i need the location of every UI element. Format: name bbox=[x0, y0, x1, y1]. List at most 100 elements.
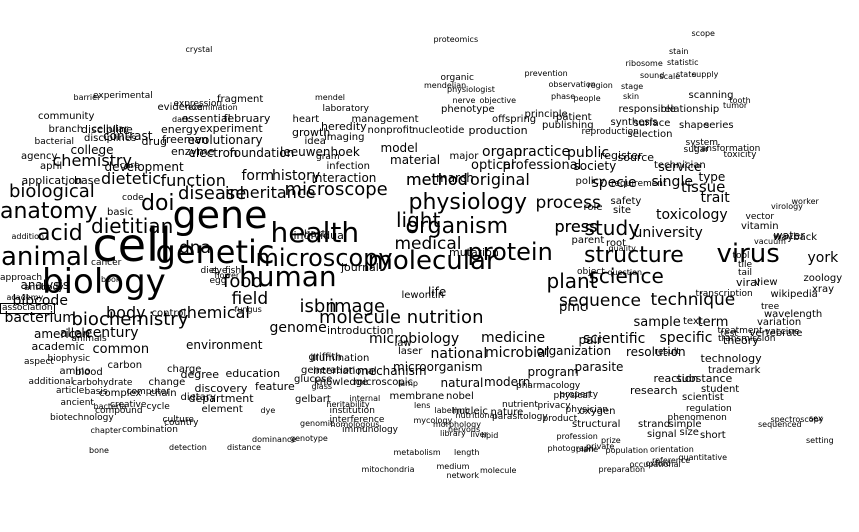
word-policy: policy bbox=[576, 177, 605, 187]
word-prize: prize bbox=[601, 437, 621, 445]
word-genome: genome bbox=[270, 321, 327, 335]
word-statistic: statistic bbox=[667, 59, 699, 67]
word-molecule: molecule bbox=[480, 467, 516, 475]
word-role: role bbox=[584, 203, 603, 213]
word-control: control bbox=[152, 309, 187, 319]
word-law: law bbox=[395, 339, 412, 349]
word-scanning: scanning bbox=[689, 91, 734, 101]
word-aspect: aspect bbox=[24, 358, 54, 367]
word-objective: objective bbox=[480, 97, 517, 105]
word-vacuum: vacuum bbox=[754, 238, 786, 246]
word-fish: fish bbox=[225, 267, 241, 276]
word-biotechnology: biotechnology bbox=[50, 414, 114, 423]
word-size: size bbox=[680, 428, 699, 438]
word-worker: worker bbox=[792, 198, 819, 206]
word-energy: energy bbox=[161, 124, 199, 135]
word-network: network bbox=[447, 472, 480, 480]
word-prevention: prevention bbox=[525, 70, 568, 78]
word-crystal: crystal bbox=[186, 46, 213, 54]
word-tail: tail bbox=[738, 269, 752, 278]
word-approach: approach bbox=[0, 274, 42, 283]
word-ribosome: ribosome bbox=[626, 60, 663, 68]
word-anatomy: anatomy bbox=[0, 201, 97, 223]
word-short: short bbox=[700, 431, 726, 441]
word-parasite: parasite bbox=[575, 361, 624, 373]
word-stain: stain bbox=[669, 48, 689, 56]
word-question: question bbox=[608, 269, 643, 277]
word-inheritance: inheritance bbox=[225, 185, 315, 201]
word-view: view bbox=[755, 278, 778, 288]
word-program: program bbox=[528, 366, 579, 378]
word-addition: addition bbox=[12, 233, 45, 241]
word-sugar: sugar bbox=[684, 146, 709, 155]
word-environment: environment bbox=[186, 339, 262, 351]
word-dietitian: dietitian bbox=[91, 216, 173, 236]
word-common: common bbox=[93, 343, 150, 356]
word-production: production bbox=[469, 125, 528, 136]
word-experimental: experimental bbox=[93, 92, 153, 101]
word-occupational: occupational bbox=[630, 461, 681, 469]
word-doi: doi bbox=[141, 193, 175, 215]
word-surface: surface bbox=[634, 119, 671, 129]
word-element: element bbox=[202, 405, 243, 415]
word-proteomics: proteomics bbox=[434, 36, 479, 44]
word-site: site bbox=[613, 206, 631, 216]
word-egg: egg bbox=[210, 277, 227, 286]
word-physical: physical bbox=[554, 392, 591, 401]
word-series: series bbox=[704, 121, 734, 131]
word-sex: sex bbox=[809, 415, 823, 423]
word-technology: technology bbox=[701, 353, 762, 364]
word-wikipedia: wikipedia bbox=[771, 290, 818, 300]
word-scale: scale bbox=[660, 73, 681, 81]
word-bacteria: bacteria bbox=[94, 403, 127, 411]
word-basic: basic bbox=[107, 208, 133, 218]
word-laboratory: laboratory bbox=[323, 105, 370, 114]
word-body: body bbox=[106, 305, 146, 321]
word-people: people bbox=[574, 95, 601, 103]
word-cycle: cycle bbox=[147, 403, 170, 412]
word-article: article bbox=[56, 387, 84, 396]
word-heritability: heritability bbox=[327, 401, 370, 409]
word-pair: pair bbox=[579, 334, 602, 346]
word-principle: principle bbox=[525, 110, 568, 120]
word-orientation: orientation bbox=[650, 446, 694, 454]
word-parent: parent bbox=[572, 236, 605, 246]
word-gram: gram bbox=[316, 153, 340, 162]
word-dna: dna bbox=[179, 240, 211, 257]
word-animals: animals bbox=[72, 335, 107, 344]
word-trademark: trademark bbox=[708, 366, 760, 376]
word-scientist: scientist bbox=[682, 393, 724, 403]
word-label: label bbox=[435, 407, 454, 415]
word-lens: lens bbox=[414, 402, 430, 410]
word-bacterial: bacterial bbox=[35, 138, 74, 147]
word-nutrient: nutrient bbox=[502, 401, 538, 410]
word-griffith: griffith bbox=[309, 353, 342, 363]
word-detection: detection bbox=[169, 444, 207, 452]
word-text: text bbox=[683, 317, 703, 327]
word-lewontin: lewontin bbox=[402, 291, 445, 301]
word-toxicology: toxicology bbox=[656, 208, 728, 222]
word-diet: diet bbox=[201, 267, 218, 276]
word-sequenced: sequenced bbox=[758, 421, 802, 429]
word-structural: structural bbox=[572, 420, 620, 430]
word-nobel: nobel bbox=[446, 392, 474, 402]
word-association: association bbox=[0, 303, 55, 314]
word-specific: specific bbox=[660, 331, 713, 345]
word-glass: glass bbox=[312, 383, 333, 391]
word-physiologist: physiologist bbox=[447, 86, 495, 94]
word-major: major bbox=[450, 152, 479, 162]
word-bone: bone bbox=[89, 447, 109, 455]
word-mitochondria: mitochondria bbox=[362, 466, 415, 474]
word-journal: journal bbox=[341, 262, 379, 273]
word-antibody: antibody bbox=[24, 284, 64, 293]
word-cancer: cancer bbox=[91, 259, 121, 268]
word-signal: signal bbox=[647, 430, 677, 440]
word-university: university bbox=[634, 226, 703, 240]
word-nerve: nerve bbox=[453, 97, 476, 105]
word-limb: limb bbox=[453, 407, 470, 415]
word-tree: tree bbox=[761, 303, 779, 312]
word-morphology: morphology bbox=[433, 421, 481, 429]
word-evidence: evidence bbox=[158, 103, 203, 113]
word-plane: plane bbox=[576, 446, 598, 454]
word-heart: heart bbox=[293, 115, 320, 125]
